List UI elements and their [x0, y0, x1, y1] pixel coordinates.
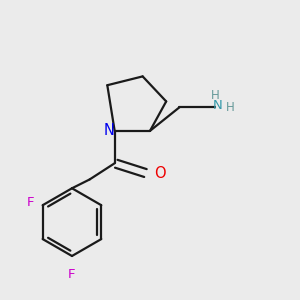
Text: O: O: [154, 166, 166, 181]
Text: F: F: [27, 196, 34, 209]
Text: H: H: [211, 89, 220, 102]
Text: N: N: [213, 99, 223, 112]
Text: H: H: [226, 101, 235, 114]
Text: F: F: [68, 268, 76, 281]
Text: N: N: [104, 123, 115, 138]
